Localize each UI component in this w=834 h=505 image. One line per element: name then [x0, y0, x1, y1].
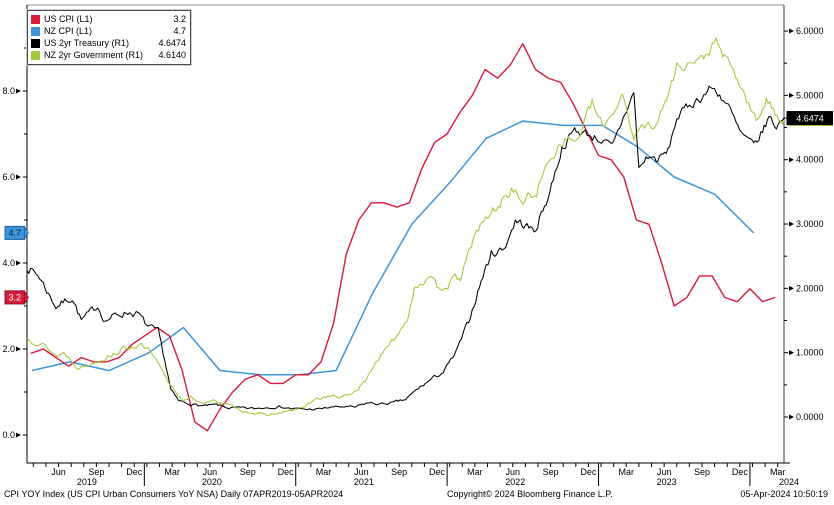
- year-label: 2020: [202, 477, 222, 487]
- axis-badge-arrow: [24, 289, 29, 305]
- legend-swatch-nz-cpi: [31, 26, 40, 36]
- month-label: Sep: [391, 467, 407, 477]
- legend-last-value: 4.7: [173, 26, 186, 36]
- month-label: Mar: [316, 467, 332, 477]
- month-label: Dec: [126, 467, 143, 477]
- month-label: Mar: [770, 467, 786, 477]
- right-axis-tick-arrow: [789, 285, 794, 291]
- right-axis-label: 1.0000: [796, 348, 824, 358]
- legend-swatch-nz-2yr: [31, 50, 40, 60]
- footer-security-description: CPI YOY Index (US CPI Urban Consumers Yo…: [4, 489, 344, 499]
- right-axis-tick-arrow: [789, 350, 794, 356]
- left-axis-tick-arrow: [16, 346, 21, 352]
- month-label: Jun: [354, 467, 369, 477]
- month-label: Jun: [203, 467, 218, 477]
- right-axis-label: 2.0000: [796, 283, 824, 293]
- year-label: 2023: [657, 477, 677, 487]
- left-axis-tick-arrow: [16, 260, 21, 266]
- legend-last-value: 4.6474: [158, 38, 186, 48]
- legend-item-nz-cpi[interactable]: NZ CPI (L1) 4.7: [31, 25, 186, 37]
- month-label: Dec: [278, 467, 295, 477]
- left-axis-tick-arrow: [16, 174, 21, 180]
- legend-item-us-2yr[interactable]: US 2yr Treasury (R1) 4.6474: [31, 37, 186, 49]
- legend: US CPI (L1) 3.2 NZ CPI (L1) 4.7 US 2yr Treas…: [26, 9, 192, 66]
- month-label: Jun: [51, 467, 66, 477]
- legend-swatch-us-2yr: [31, 38, 40, 48]
- left-axis-tick-arrow: [16, 88, 21, 94]
- month-label: Jun: [657, 467, 672, 477]
- right-axis-label: 0.0000: [796, 412, 824, 422]
- year-label: 2021: [354, 477, 374, 487]
- legend-item-nz-2yr[interactable]: NZ 2yr Government (R1) 4.6140: [31, 49, 186, 61]
- right-axis-label: 4.0000: [796, 155, 824, 165]
- legend-label: NZ 2yr Government (R1): [44, 50, 144, 60]
- right-axis-tick-arrow: [789, 414, 794, 420]
- month-label: Sep: [240, 467, 256, 477]
- right-axis-tick-arrow: [789, 157, 794, 163]
- legend-last-value: 3.2: [173, 14, 186, 24]
- series-line-us-cpi: [30, 43, 776, 432]
- year-label: 2019: [77, 477, 97, 487]
- month-label: Mar: [164, 467, 180, 477]
- month-label: Sep: [543, 467, 559, 477]
- month-label: Mar: [467, 467, 483, 477]
- legend-label: US 2yr Treasury (R1): [44, 38, 130, 48]
- left-axis-label: 8.0: [2, 86, 15, 96]
- left-axis-label: 4.0: [2, 258, 15, 268]
- legend-last-value: 4.6140: [158, 50, 186, 60]
- right-axis-label: 5.0000: [796, 90, 824, 100]
- axis-badge-4.6474: [786, 111, 833, 126]
- legend-item-us-cpi[interactable]: US CPI (L1) 3.2: [31, 13, 186, 25]
- right-axis-label: 3.0000: [796, 219, 824, 229]
- right-axis-tick-arrow: [789, 28, 794, 34]
- left-axis-label: 6.0: [2, 172, 15, 182]
- axis-badge-arrow: [24, 225, 29, 241]
- month-label: Dec: [580, 467, 597, 477]
- year-label: 2024: [779, 477, 799, 487]
- right-axis-tick-arrow: [789, 92, 794, 98]
- left-axis-label: 2.0: [2, 344, 15, 354]
- right-axis-label: 6.0000: [796, 26, 824, 36]
- series-line-nz-cpi: [31, 120, 755, 376]
- footer-copyright: Copyright© 2024 Bloomberg Finance L.P.: [447, 489, 613, 499]
- month-label: Dec: [429, 467, 446, 477]
- legend-label: US CPI (L1): [44, 14, 93, 24]
- month-label: Jun: [505, 467, 520, 477]
- axis-badge-value: 4.6474: [796, 114, 824, 124]
- footer-datetime: 05-Apr-2024 10:50:19: [740, 489, 828, 499]
- month-label: Sep: [694, 467, 710, 477]
- left-axis-tick-arrow: [16, 432, 21, 438]
- legend-swatch-us-cpi: [31, 14, 40, 24]
- month-label: Dec: [732, 467, 749, 477]
- axis-badge-value: 4.7: [9, 228, 22, 238]
- left-axis-label: 0.0: [2, 430, 15, 440]
- right-axis-tick-arrow: [789, 221, 794, 227]
- month-label: Mar: [619, 467, 635, 477]
- series-line-nz-2yr: [26, 37, 785, 417]
- year-label: 2022: [505, 477, 525, 487]
- legend-label: NZ CPI (L1): [44, 26, 93, 36]
- month-label: Sep: [88, 467, 104, 477]
- series-line-us-2yr: [26, 85, 785, 411]
- axis-badge-value: 3.2: [9, 292, 22, 302]
